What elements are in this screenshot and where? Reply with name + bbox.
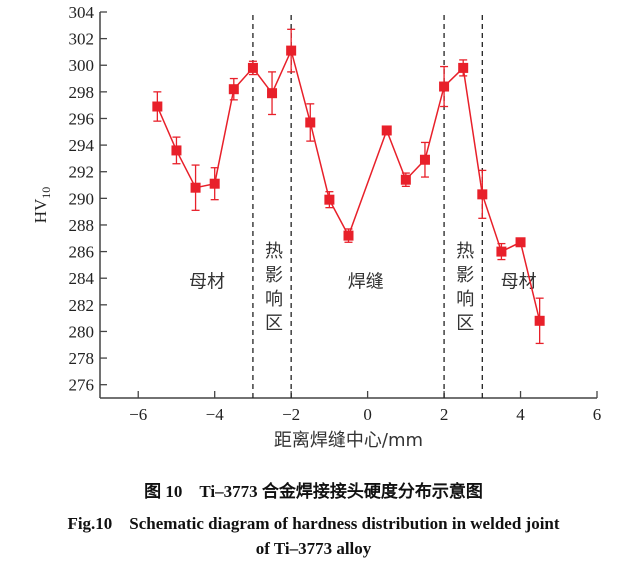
x-axis-label: 距离焊缝中心/mm bbox=[274, 430, 423, 451]
y-tick-label: 278 bbox=[69, 349, 95, 368]
y-tick-label: 280 bbox=[69, 322, 95, 341]
zone-label-haz: 热影响区 bbox=[453, 241, 475, 338]
y-tick-label: 302 bbox=[69, 30, 95, 49]
y-tick-label: 296 bbox=[69, 109, 95, 128]
data-point bbox=[228, 84, 239, 95]
data-point bbox=[458, 62, 469, 73]
data-point bbox=[171, 145, 182, 156]
y-tick-label: 288 bbox=[69, 216, 95, 235]
zone-label-haz: 热影响区 bbox=[262, 241, 284, 338]
y-axis-label: HV10 bbox=[31, 187, 53, 224]
x-tick-label: 6 bbox=[593, 405, 602, 424]
zone-label: 母材 bbox=[501, 272, 537, 293]
x-tick-label: 2 bbox=[440, 405, 449, 424]
data-point bbox=[152, 101, 163, 112]
data-point bbox=[381, 125, 392, 136]
data-point bbox=[439, 81, 450, 92]
y-tick-label: 304 bbox=[69, 3, 95, 22]
data-point bbox=[400, 174, 411, 185]
data-point bbox=[343, 230, 354, 241]
data-point bbox=[267, 88, 278, 99]
zone-label: 母材 bbox=[189, 272, 225, 293]
y-tick-label: 290 bbox=[69, 189, 95, 208]
x-tick-label: 4 bbox=[516, 405, 525, 424]
caption-en-line2: of Ti–3773 alloy bbox=[255, 539, 372, 558]
y-tick-label: 300 bbox=[69, 56, 95, 75]
x-tick-label: −6 bbox=[129, 405, 147, 424]
y-label-main: HV bbox=[31, 198, 50, 223]
y-tick-label: 292 bbox=[69, 163, 95, 182]
data-point bbox=[515, 237, 526, 248]
x-tick-label: 0 bbox=[363, 405, 372, 424]
zone-label: 焊缝 bbox=[348, 272, 384, 293]
data-point bbox=[209, 178, 220, 189]
data-point bbox=[190, 182, 201, 193]
data-point bbox=[534, 315, 545, 326]
data-point bbox=[286, 45, 297, 56]
y-tick-label: 282 bbox=[69, 296, 95, 315]
y-tick-label: 294 bbox=[69, 136, 95, 155]
caption-en-line1: Fig.10 Schematic diagram of hardness dis… bbox=[67, 514, 560, 533]
data-point bbox=[247, 62, 258, 73]
data-point bbox=[477, 189, 488, 200]
data-point bbox=[496, 246, 507, 257]
y-tick-label: 298 bbox=[69, 83, 95, 102]
y-label-sub: 10 bbox=[39, 187, 53, 199]
caption-cn: 图 10 Ti–3773 合金焊接接头硬度分布示意图 bbox=[144, 482, 483, 501]
data-point bbox=[419, 154, 430, 165]
hardness-chart: −6 −4 −2 0 2 4 6 276 278 280 282 284 286 288 290 292 294… bbox=[31, 3, 602, 451]
x-tick-label: −2 bbox=[282, 405, 300, 424]
data-point bbox=[305, 117, 316, 128]
y-tick-label: 276 bbox=[69, 376, 95, 395]
y-tick-label: 284 bbox=[69, 269, 95, 288]
y-tick-label: 286 bbox=[69, 243, 95, 262]
data-point bbox=[324, 194, 335, 205]
x-tick-label: −4 bbox=[206, 405, 225, 424]
